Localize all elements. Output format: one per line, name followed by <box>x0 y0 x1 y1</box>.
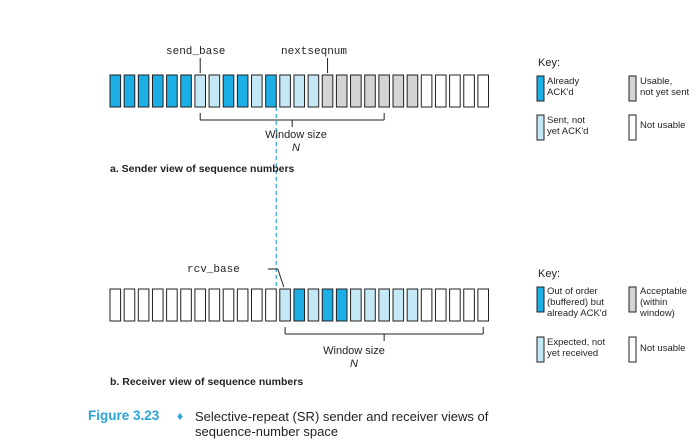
receiver-slot-3 <box>151 288 164 322</box>
sender-slot-4 <box>166 74 178 108</box>
receiver-sequence-slots <box>109 288 489 322</box>
diagram-annotations <box>199 58 484 341</box>
receiver-key-swatch-1 <box>628 286 637 313</box>
receiver-slot-15 <box>321 288 334 322</box>
receiver-slot-9 <box>236 288 249 322</box>
receiver-key-swatch-0 <box>536 286 545 313</box>
receiver-slot-13 <box>293 288 306 322</box>
nextseqnum-label: nextseqnum <box>281 46 348 58</box>
sender-key-swatches <box>536 75 637 141</box>
sender-slot-22 <box>420 74 433 108</box>
sender-slot-8 <box>222 74 235 108</box>
receiver-slot-8 <box>222 288 235 322</box>
sender-key-usable-label: Usable, not yet sent <box>640 76 690 98</box>
receiver-slot-4 <box>166 288 178 322</box>
sender-slot-21 <box>406 74 419 108</box>
sender-slot-5 <box>180 74 192 108</box>
receiver-window-size-label: Window size N <box>316 345 392 371</box>
receiver-slot-26 <box>477 288 489 322</box>
sender-subcaption: a. Sender view of sequence numbers <box>110 163 295 175</box>
sender-window-size-text: Window size <box>265 129 327 141</box>
receiver-key-not-usable-label: Not usable <box>640 343 686 354</box>
sender-slot-19 <box>378 74 390 108</box>
receiver-slot-2 <box>137 288 150 322</box>
sender-key-not-usable-label: Not usable <box>640 120 686 131</box>
receiver-slot-20 <box>392 288 405 322</box>
receiver-slot-17 <box>350 288 362 322</box>
sender-key-title: Key: <box>538 57 561 69</box>
receiver-slot-18 <box>364 288 376 322</box>
receiver-slot-0 <box>109 288 122 322</box>
receiver-key-acceptable-label: Acceptable (within window) <box>640 286 688 319</box>
sender-slot-7 <box>208 74 221 108</box>
receiver-key-swatches <box>536 286 637 363</box>
sender-slot-0 <box>109 74 122 108</box>
sender-slot-25 <box>463 74 475 108</box>
receiver-slot-22 <box>420 288 433 322</box>
sender-key-acked-label: Already ACK'd <box>547 76 580 98</box>
receiver-slot-21 <box>406 288 419 322</box>
sender-slot-2 <box>137 74 150 108</box>
receiver-key-swatch-2 <box>536 336 545 363</box>
sender-key-swatch-1 <box>628 75 637 102</box>
sender-window-size-symbol: N <box>292 142 300 154</box>
receiver-slot-11 <box>265 288 277 322</box>
sender-slot-14 <box>307 74 320 108</box>
receiver-slot-23 <box>434 288 447 322</box>
send-base-label: send_base <box>166 46 226 58</box>
sender-slot-16 <box>335 74 348 108</box>
receiver-key-buffered-label: Out of order (buffered) but already ACK'd <box>547 286 607 319</box>
sender-slot-26 <box>477 74 489 108</box>
sender-slot-1 <box>123 74 136 108</box>
receiver-slot-24 <box>449 288 461 322</box>
sender-slot-10 <box>251 74 263 108</box>
receiver-slot-6 <box>194 288 206 322</box>
receiver-slot-14 <box>307 288 320 322</box>
figure-caption-text: Selective-repeat (SR) sender and receive… <box>195 409 489 439</box>
receiver-slot-7 <box>208 288 221 322</box>
sender-window-size-label: Window size N <box>258 129 334 155</box>
sender-slot-9 <box>236 74 249 108</box>
rcv-base-label: rcv_base <box>187 264 240 276</box>
sender-slot-20 <box>392 74 405 108</box>
sender-slot-17 <box>350 74 362 108</box>
receiver-slot-16 <box>335 288 348 322</box>
sender-slot-12 <box>279 74 291 108</box>
receiver-subcaption: b. Receiver view of sequence numbers <box>110 376 304 388</box>
receiver-slot-1 <box>123 288 136 322</box>
sender-slot-24 <box>449 74 461 108</box>
rcv-base-pointer <box>277 268 285 288</box>
sender-slot-18 <box>364 74 376 108</box>
sender-slot-15 <box>321 74 334 108</box>
sender-key-swatch-3 <box>628 114 637 141</box>
receiver-key-expected-label: Expected, not yet received <box>547 337 606 359</box>
sender-slot-3 <box>151 74 164 108</box>
receiver-key-swatch-3 <box>628 336 637 363</box>
receiver-slot-5 <box>180 288 192 322</box>
sender-key-swatch-0 <box>536 75 545 102</box>
sender-key-sent-label: Sent, not yet ACK'd <box>547 115 589 137</box>
sender-slot-23 <box>434 74 447 108</box>
caption-separator-icon: ♦ <box>177 409 184 423</box>
receiver-window-size-text: Window size <box>323 345 385 357</box>
receiver-slot-10 <box>251 288 263 322</box>
sender-sequence-slots <box>109 74 489 108</box>
receiver-slot-19 <box>378 288 390 322</box>
receiver-window-size-symbol: N <box>350 358 358 370</box>
receiver-slot-12 <box>279 288 291 322</box>
sender-slot-11 <box>265 74 277 108</box>
sender-slot-13 <box>293 74 306 108</box>
sender-slot-6 <box>194 74 206 108</box>
receiver-key-title: Key: <box>538 268 561 280</box>
figure-number: Figure 3.23 <box>88 408 160 423</box>
sender-key-swatch-2 <box>536 114 545 141</box>
receiver-slot-25 <box>463 288 475 322</box>
